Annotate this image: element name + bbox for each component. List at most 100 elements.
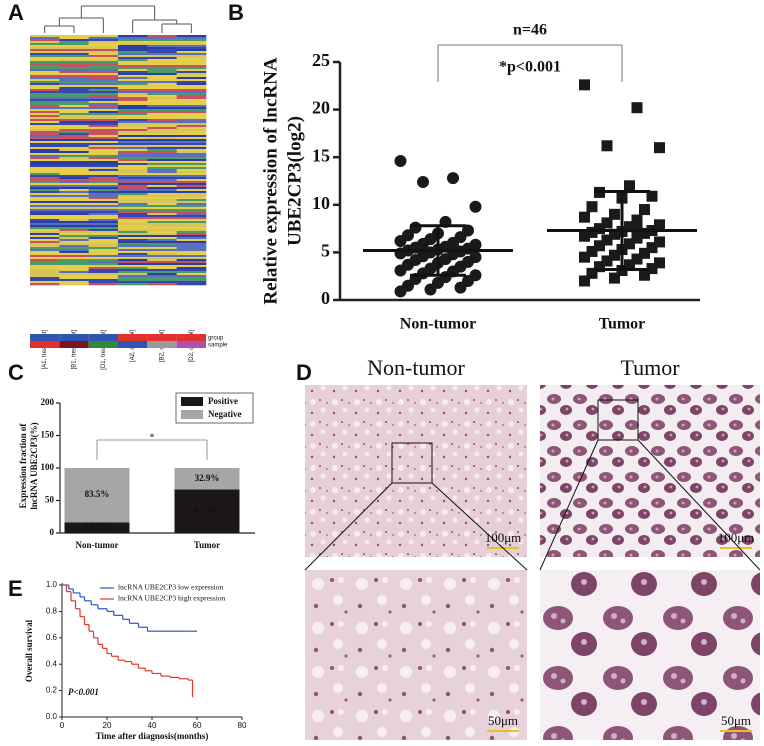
data-point xyxy=(579,211,590,223)
heatmap-cell xyxy=(147,91,177,94)
heatmap-cell xyxy=(147,171,177,174)
heatmap-cell xyxy=(30,189,60,192)
heatmap-cell xyxy=(30,105,60,108)
heatmap-cell xyxy=(59,203,89,206)
heatmap-cell xyxy=(147,69,177,72)
heatmap-cell xyxy=(59,189,89,192)
group-cell xyxy=(176,334,206,341)
heatmap-cell xyxy=(59,175,89,178)
heatmap-cell xyxy=(30,59,60,62)
column-label: [A1, treatment] xyxy=(42,330,48,370)
heatmap-cell xyxy=(147,81,177,84)
heatmap-cell xyxy=(147,89,177,92)
heatmap-cell xyxy=(88,63,119,66)
heatmap-cell xyxy=(88,133,119,136)
data-point xyxy=(594,240,605,252)
heatmap-cell xyxy=(30,109,60,112)
heatmap-cell xyxy=(118,255,148,258)
heatmap-cell xyxy=(59,215,89,218)
heatmap-cell xyxy=(176,79,207,82)
heatmap-cell xyxy=(118,277,148,280)
heatmap-cell xyxy=(59,165,89,168)
y-tick-label: 150 xyxy=(41,430,55,440)
heatmap-cell xyxy=(59,129,89,132)
heatmap-cell xyxy=(147,231,177,234)
heatmap-cell xyxy=(118,265,148,268)
panel-label: B xyxy=(228,0,244,25)
data-point xyxy=(639,204,650,216)
heatmap-cell xyxy=(88,199,119,202)
heatmap-cell xyxy=(118,165,148,168)
heatmap-cell xyxy=(176,239,207,242)
histology-image xyxy=(540,385,760,557)
heatmap-cell xyxy=(30,37,60,40)
zoom-line xyxy=(431,482,528,571)
heatmap-cell xyxy=(88,113,119,116)
heatmap-cell xyxy=(59,243,89,246)
heatmap-cell xyxy=(30,167,60,170)
heatmap-cell xyxy=(88,39,119,42)
heatmap-cell xyxy=(118,47,148,50)
heatmap-cell xyxy=(30,47,60,50)
heatmap-cell xyxy=(88,205,119,208)
heatmap-cell xyxy=(176,45,207,48)
heatmap-cell xyxy=(88,45,119,48)
heatmap-cell xyxy=(118,237,148,240)
heatmap-cell xyxy=(147,139,177,142)
sample-size: n=46 xyxy=(513,22,547,39)
heatmap-cell xyxy=(147,153,177,156)
heatmap-cell xyxy=(147,235,177,238)
heatmap-cell xyxy=(176,259,207,262)
y-axis-label: Relative expression of lncRNA xyxy=(260,57,281,304)
heatmap-cell xyxy=(88,277,119,280)
heatmap-cell xyxy=(59,205,89,208)
group-cell xyxy=(118,334,148,341)
data-point xyxy=(601,234,613,246)
heatmap-cell xyxy=(118,69,148,72)
heatmap-cell xyxy=(118,251,148,254)
data-point xyxy=(624,180,635,192)
heatmap-cell xyxy=(147,261,177,264)
heatmap-cell xyxy=(176,159,207,162)
heatmap-cell xyxy=(176,161,207,164)
heatmap-cell xyxy=(59,267,89,270)
heatmap-cell xyxy=(30,183,60,186)
data-point xyxy=(609,249,620,261)
annotation-row-label: sample xyxy=(208,343,228,349)
heatmap-cell xyxy=(59,127,89,130)
heatmap-cell xyxy=(176,211,207,214)
heatmap-cell xyxy=(176,105,207,108)
histology-image xyxy=(305,385,527,557)
heatmap-cell xyxy=(88,57,119,60)
heatmap-cell xyxy=(59,235,89,238)
heatmap-cell xyxy=(147,203,177,206)
heatmap-cell xyxy=(176,229,207,232)
heatmap-cell xyxy=(88,179,119,182)
data-point xyxy=(586,226,598,238)
heatmap-cell xyxy=(147,121,177,124)
heatmap-cell xyxy=(88,167,119,170)
heatmap-cell xyxy=(176,273,207,276)
heatmap-cell xyxy=(30,83,60,86)
heatmap-cell xyxy=(147,281,177,284)
heatmap-cell xyxy=(30,101,60,104)
heatmap-cell xyxy=(176,109,207,112)
heatmap-cell xyxy=(88,177,119,180)
heatmap-cell xyxy=(30,179,60,182)
heatmap-cell xyxy=(59,137,89,140)
heatmap-cell xyxy=(88,127,119,130)
heatmap-cell xyxy=(59,41,89,44)
x-tick-label: 0 xyxy=(60,721,65,730)
heatmap-cell xyxy=(59,145,89,148)
x-tick-label: 40 xyxy=(148,721,157,730)
heatmap-cell xyxy=(30,69,60,72)
heatmap-cell xyxy=(59,225,89,228)
heatmap-cell xyxy=(118,181,148,184)
heatmap-cell xyxy=(30,63,60,66)
heatmap-cell xyxy=(59,73,89,76)
data-point xyxy=(586,267,598,279)
heatmap-cell xyxy=(176,37,207,40)
heatmap-cell xyxy=(59,91,89,94)
heatmap-cell xyxy=(147,243,177,246)
heatmap-cell xyxy=(59,133,89,136)
